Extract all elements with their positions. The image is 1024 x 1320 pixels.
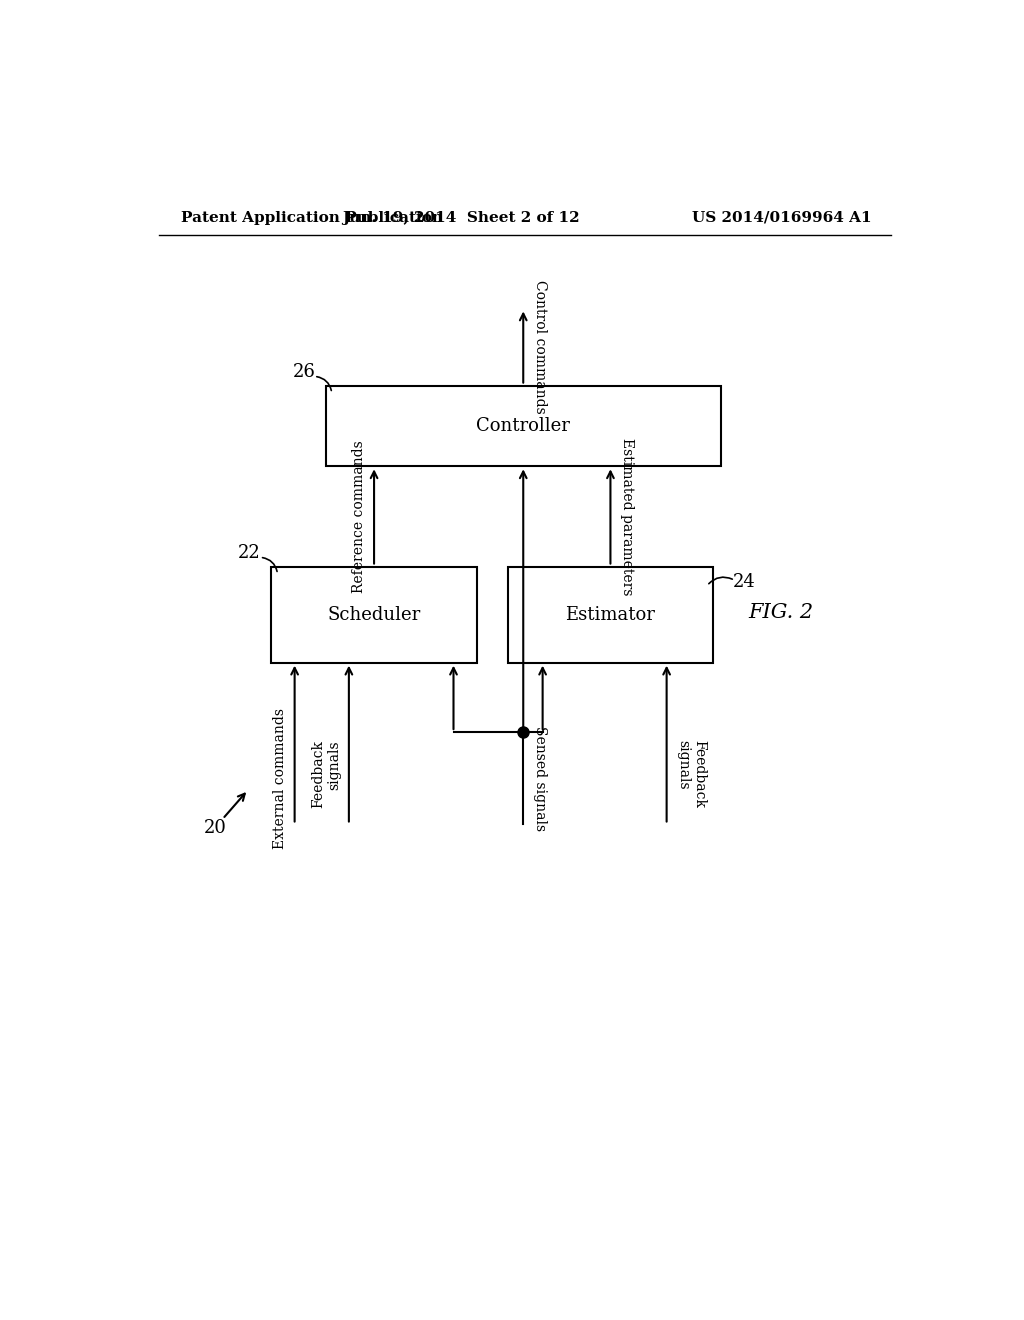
Bar <box>508 566 713 663</box>
Text: 22: 22 <box>239 544 261 561</box>
Text: Controller: Controller <box>476 417 570 436</box>
Text: Feedback
signals: Feedback signals <box>311 741 341 808</box>
Text: Reference commands: Reference commands <box>352 440 367 593</box>
Text: Estimator: Estimator <box>565 606 655 623</box>
Text: 20: 20 <box>204 820 226 837</box>
Text: External commands: External commands <box>272 708 287 849</box>
Bar <box>271 566 477 663</box>
Text: FIG. 2: FIG. 2 <box>748 603 813 622</box>
Text: Scheduler: Scheduler <box>328 606 421 623</box>
Bar <box>326 385 721 466</box>
Text: Patent Application Publication: Patent Application Publication <box>180 211 442 224</box>
Text: Feedback
signals: Feedback signals <box>676 741 707 808</box>
Text: 26: 26 <box>293 363 315 380</box>
Text: Control commands: Control commands <box>532 280 547 414</box>
Text: Jun. 19, 2014  Sheet 2 of 12: Jun. 19, 2014 Sheet 2 of 12 <box>342 211 580 224</box>
Text: 24: 24 <box>733 573 756 591</box>
Text: US 2014/0169964 A1: US 2014/0169964 A1 <box>692 211 872 224</box>
Text: Sensed signals: Sensed signals <box>532 726 547 830</box>
Text: Estimated parameters: Estimated parameters <box>620 438 634 595</box>
